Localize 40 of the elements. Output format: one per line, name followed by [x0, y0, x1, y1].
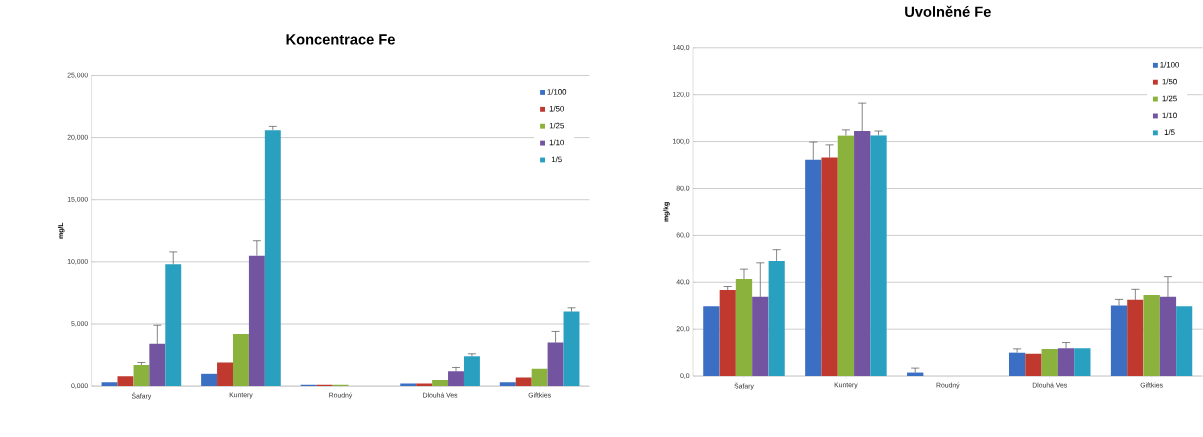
bar — [752, 296, 769, 377]
bar — [201, 373, 218, 387]
bar — [1159, 296, 1177, 377]
bar — [515, 377, 532, 387]
bar — [499, 382, 516, 387]
bar — [1074, 348, 1091, 377]
chart-title: Uvolněné Fe — [905, 5, 991, 17]
bar — [1057, 348, 1075, 377]
bar — [448, 371, 464, 387]
bar — [821, 157, 838, 377]
bar — [217, 362, 233, 387]
bar — [563, 311, 580, 387]
bar — [547, 342, 564, 387]
bar — [463, 356, 480, 387]
bar — [149, 343, 166, 387]
bar — [232, 333, 249, 387]
bar — [1110, 305, 1128, 377]
bar — [854, 131, 871, 377]
bar — [805, 159, 822, 377]
bar — [432, 379, 449, 387]
bar — [248, 255, 265, 387]
bar — [1041, 348, 1058, 377]
bar — [133, 364, 150, 387]
bar — [264, 130, 281, 387]
bar — [735, 278, 753, 377]
bar — [870, 135, 887, 377]
bar — [1008, 352, 1026, 377]
bar — [117, 376, 134, 387]
bar — [768, 260, 785, 377]
bar — [837, 135, 855, 377]
bar — [719, 290, 736, 377]
bar — [165, 264, 182, 387]
chart-title: Koncentrace Fe — [286, 34, 395, 45]
bar — [703, 306, 720, 377]
bar — [1127, 299, 1144, 377]
bar — [1143, 294, 1160, 377]
bar — [1025, 353, 1042, 377]
bar — [101, 382, 118, 387]
bar — [531, 368, 548, 387]
bar — [1176, 306, 1193, 377]
